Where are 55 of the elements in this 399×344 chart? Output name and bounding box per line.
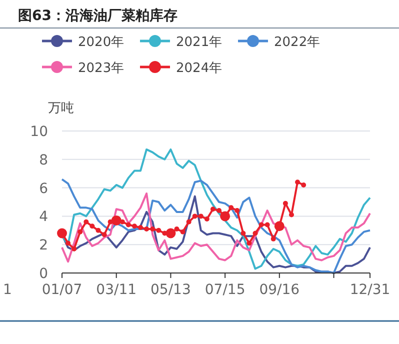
point xyxy=(301,182,306,188)
chart-title: 图63：沿海油厂菜粕库存 xyxy=(18,7,178,24)
x-tick-label: 03/11 xyxy=(96,282,137,298)
point xyxy=(204,216,210,222)
line-series xyxy=(61,192,371,263)
point xyxy=(186,219,192,224)
y-tick-label: 6 xyxy=(39,180,48,197)
point xyxy=(78,229,83,234)
x-tick-label: 01/07 xyxy=(42,282,82,298)
point xyxy=(132,224,137,229)
point xyxy=(240,230,246,236)
y-tick-label: 4 xyxy=(39,209,48,226)
point xyxy=(144,226,150,232)
x-tick-label: 12/31 xyxy=(350,282,390,298)
point xyxy=(198,214,204,219)
legend-label: 2023年 xyxy=(78,61,124,76)
point xyxy=(90,224,95,229)
point xyxy=(84,219,89,224)
legend-label: 2024年 xyxy=(176,61,222,76)
point xyxy=(270,236,276,242)
point xyxy=(174,226,180,232)
x-tick-label: 05/13 xyxy=(150,282,191,298)
legend-label: 2020年 xyxy=(78,35,124,50)
x-tick-label: 09/16 xyxy=(259,282,300,298)
point xyxy=(96,228,101,233)
point xyxy=(210,206,216,212)
point xyxy=(216,208,222,214)
legend-label: 2022年 xyxy=(274,35,320,50)
legend-label: 2021年 xyxy=(176,35,222,50)
point xyxy=(295,180,300,185)
point xyxy=(246,240,252,246)
text: 1 xyxy=(3,282,12,298)
y-tick-label: 0 xyxy=(39,266,48,282)
x-tick-label: 07/15 xyxy=(204,282,246,298)
y-tick-label: 2 xyxy=(39,238,48,254)
point xyxy=(180,229,186,234)
point xyxy=(258,222,264,228)
point xyxy=(288,212,294,218)
point xyxy=(150,226,156,232)
point xyxy=(102,232,107,238)
y-tick-label: 10 xyxy=(30,124,48,140)
point xyxy=(192,214,198,219)
point xyxy=(282,200,288,206)
point xyxy=(228,205,234,210)
y-tick-label: 8 xyxy=(39,152,48,168)
y-axis-title: 万吨 xyxy=(48,101,74,116)
point xyxy=(156,228,162,233)
point xyxy=(252,230,258,236)
point xyxy=(264,222,270,228)
point xyxy=(72,246,77,252)
point xyxy=(138,225,144,230)
point xyxy=(234,208,240,214)
point xyxy=(120,219,125,224)
point xyxy=(126,222,131,228)
point xyxy=(66,240,71,246)
